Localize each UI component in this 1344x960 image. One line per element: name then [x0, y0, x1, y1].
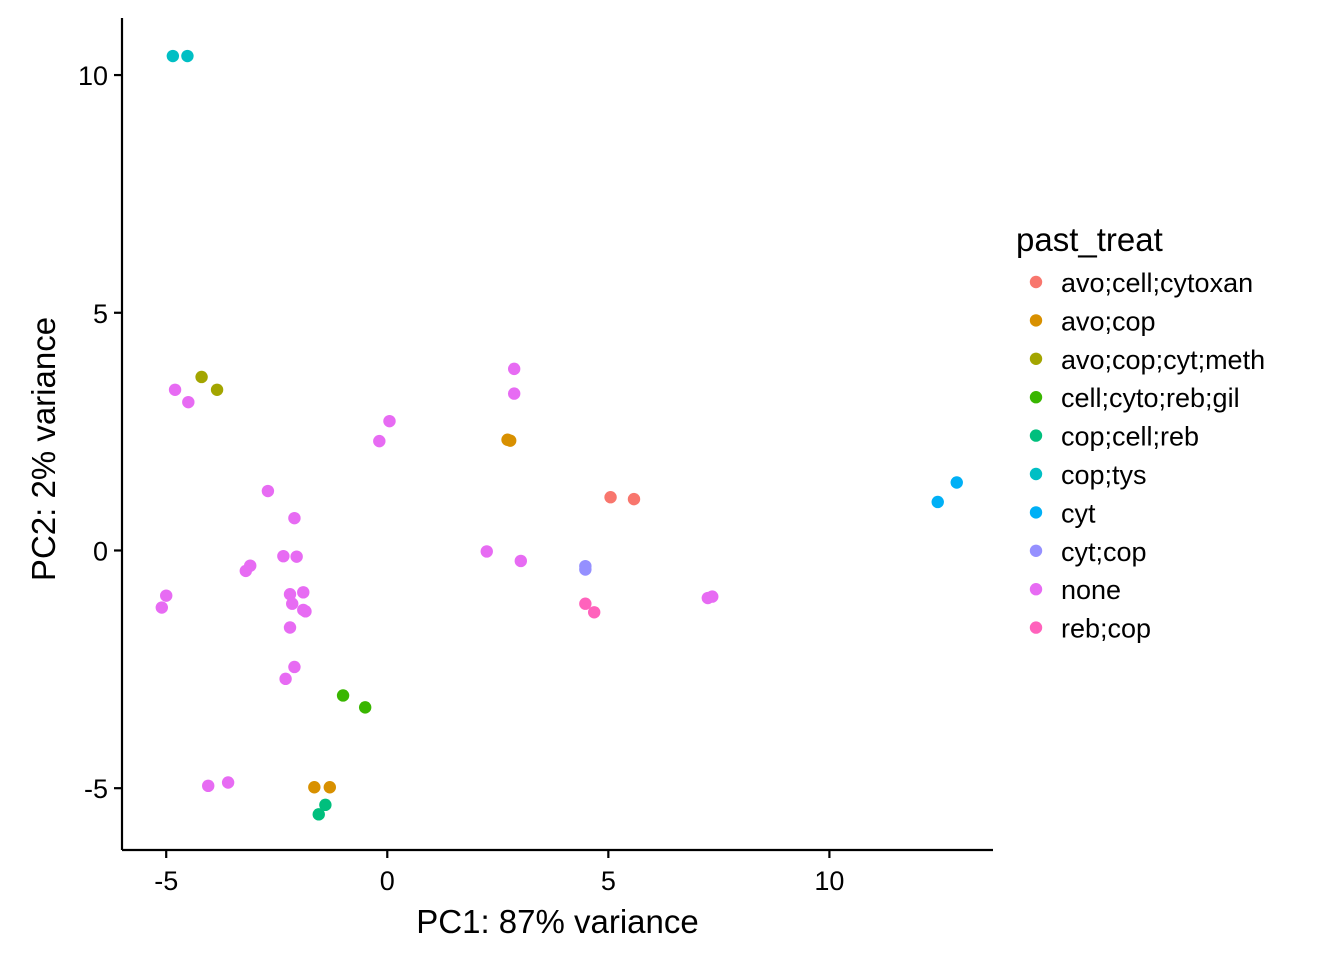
data-point: [299, 605, 312, 618]
data-point: [160, 589, 173, 602]
legend-label: reb;cop: [1061, 614, 1151, 644]
data-point: [286, 597, 299, 610]
data-point: [277, 549, 290, 563]
x-tick-label: 5: [601, 866, 616, 896]
legend-items: avo;cell;cytoxan avo;cop avo;cop;cyt;meth c…: [1029, 268, 1265, 644]
legend-key: [1029, 544, 1043, 557]
data-point: [323, 781, 337, 794]
legend-key: [1029, 314, 1043, 327]
y-axis-ticks: -5 0 5 10: [78, 61, 122, 804]
legend-key: [1029, 391, 1043, 404]
data-point: [950, 476, 963, 489]
data-point: [221, 776, 235, 789]
data-point: [210, 383, 224, 396]
legend-label: cop;cell;reb: [1061, 422, 1199, 452]
data-point: [288, 660, 301, 674]
legend-key: [1029, 467, 1043, 481]
legend-label: avo;cell;cytoxan: [1061, 268, 1253, 298]
data-point: [514, 554, 528, 568]
data-point: [182, 395, 195, 409]
legend-label: cyt: [1061, 498, 1096, 528]
data-point: [507, 362, 521, 376]
data-point: [931, 495, 944, 509]
x-tick-label: 10: [814, 866, 844, 896]
x-tick-label: 0: [380, 866, 395, 896]
x-tick-label: -5: [154, 866, 178, 896]
x-axis-ticks: -5 0 5 10: [154, 850, 844, 896]
points-layer: [155, 49, 963, 821]
data-point: [283, 621, 297, 634]
x-axis-title: PC1: 87% variance: [416, 903, 698, 940]
data-point: [312, 808, 325, 821]
data-point: [261, 484, 275, 498]
legend-label: avo;cop;cyt;meth: [1061, 345, 1265, 375]
data-point: [166, 49, 180, 63]
data-point: [627, 492, 641, 506]
legend: past_treat avo;cell;cytoxan avo;cop avo;co…: [1016, 221, 1265, 644]
data-point: [279, 672, 292, 686]
y-tick-label: 5: [93, 299, 108, 329]
data-point: [373, 434, 386, 448]
y-tick-label: -5: [84, 774, 108, 804]
legend-label: none: [1061, 575, 1121, 605]
data-point: [706, 590, 719, 603]
data-point: [155, 601, 168, 614]
data-point: [288, 511, 301, 525]
legend-label: cell;cyto;reb;gil: [1061, 383, 1240, 413]
legend-key: [1029, 583, 1043, 596]
legend-label: cop;tys: [1061, 460, 1147, 490]
data-point: [480, 545, 493, 558]
data-point: [579, 597, 592, 610]
legend-label: avo;cop: [1061, 306, 1156, 336]
legend-key: [1029, 506, 1043, 519]
axes: -5 0 5 10 -5 0 5 10: [78, 18, 993, 896]
data-point: [319, 798, 332, 812]
data-point: [308, 781, 321, 794]
data-point: [283, 588, 297, 601]
data-point: [181, 49, 194, 63]
y-tick-label: 10: [78, 61, 108, 91]
data-point: [195, 370, 208, 384]
data-point: [503, 434, 517, 447]
data-point: [358, 701, 372, 714]
legend-label: cyt;cop: [1061, 537, 1147, 567]
legend-key: [1029, 275, 1043, 289]
y-tick-label: 0: [93, 536, 108, 566]
data-point: [507, 387, 521, 400]
data-point: [587, 606, 601, 619]
y-axis-title: PC2: 2% variance: [25, 317, 62, 581]
data-point: [168, 383, 182, 396]
data-point: [336, 689, 350, 702]
data-point: [297, 586, 310, 599]
data-point: [239, 564, 252, 578]
data-point: [579, 563, 592, 576]
legend-key: [1029, 429, 1043, 442]
legend-key: [1029, 352, 1043, 365]
data-point: [290, 550, 303, 563]
data-point: [383, 414, 396, 428]
data-point: [604, 491, 617, 504]
data-point: [202, 779, 215, 793]
legend-title: past_treat: [1016, 221, 1163, 258]
legend-key: [1029, 621, 1043, 634]
